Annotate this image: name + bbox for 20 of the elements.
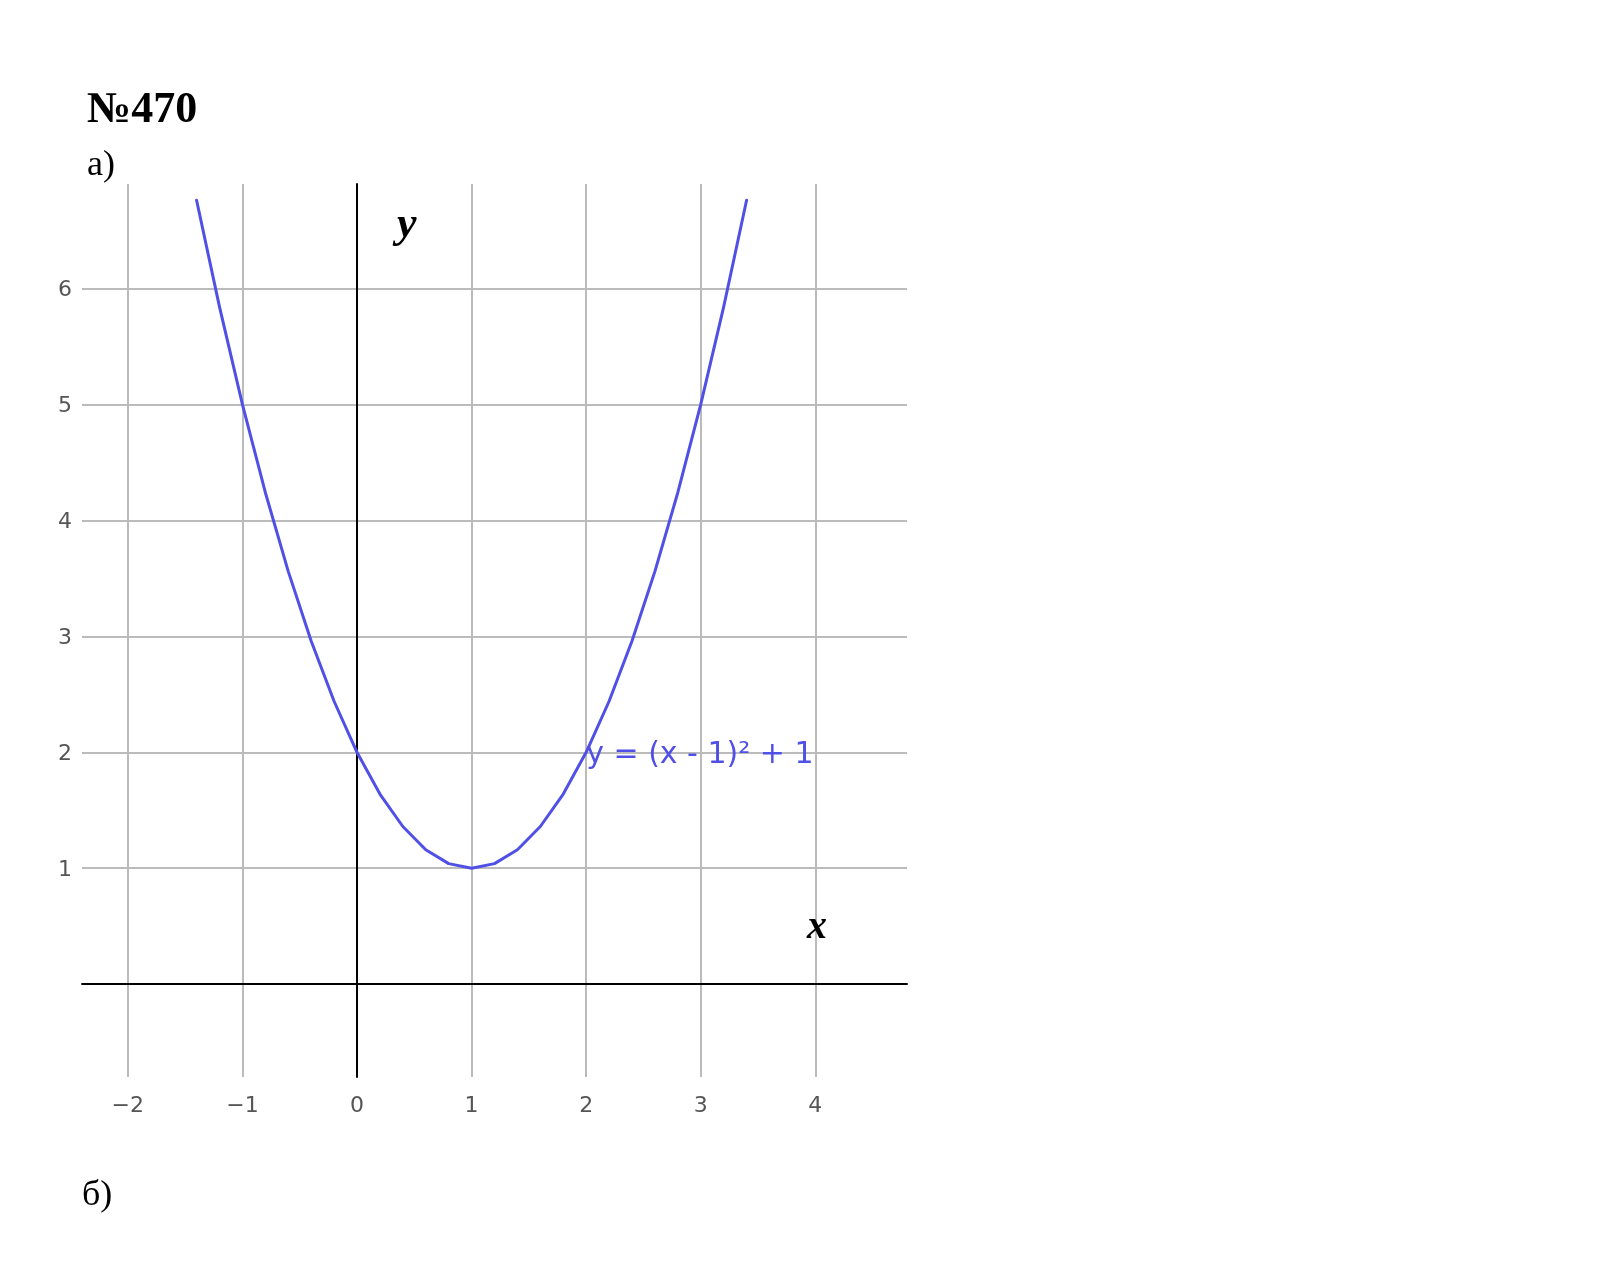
x-tick-label: 2 [579,1091,594,1117]
x-tick-label: 0 [350,1091,364,1117]
y-tick-label: 5 [58,391,72,417]
chart-title: №470 [87,82,198,132]
y-tick-label: 6 [58,275,72,301]
x-tick-label: 4 [808,1091,823,1117]
x-tick-label: 1 [464,1091,479,1117]
y-tick-label: 1 [58,855,72,881]
text: б) [82,1173,113,1213]
y-axis-title: y [392,197,417,247]
y-tick-label: 3 [58,623,72,649]
y-tick-label: 4 [58,507,72,533]
annotation: y = (x - 1)² + 1 [586,734,814,770]
y-tick-label: 2 [58,739,72,765]
x-tick-label: 3 [693,1091,708,1117]
chart-subtitle: а) [87,143,115,183]
x-axis-title: x [806,901,827,947]
x-tick-label: −1 [226,1091,259,1117]
line-series [195,198,749,870]
x-tick-label: −2 [111,1091,145,1117]
